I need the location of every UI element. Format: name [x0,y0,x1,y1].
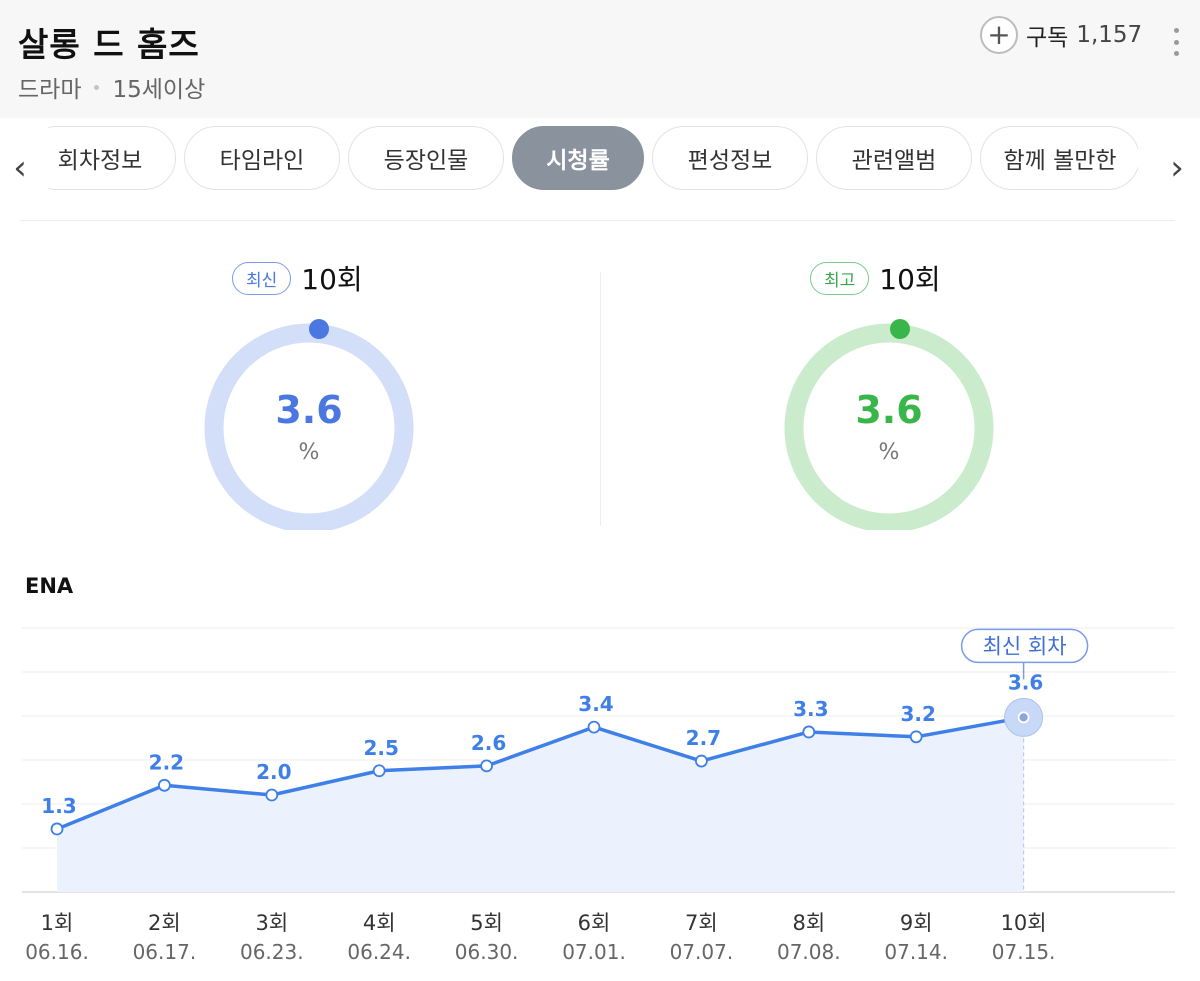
data-label: 3.2 [900,702,935,726]
x-date-label: 06.17. [133,940,197,964]
series-line [56,715,1024,831]
program-meta: 드라마 15세이상 [18,70,205,104]
subscriber-count: 1,157 [1076,22,1143,48]
latest-rating-header: 최신 10회 [232,258,363,298]
x-date-label: 06.23. [240,940,304,964]
best-ring-dot [890,319,910,339]
x-tick-label: 9회 [900,911,933,935]
x-date-label: 07.14. [884,940,948,964]
data-point [372,764,386,778]
best-ring-track [784,323,994,530]
chevron-right-icon[interactable]: › [1170,148,1184,188]
data-point [1017,711,1030,724]
x-date-label: 07.08. [777,940,841,964]
x-date-label: 07.01. [562,940,626,964]
x-date-label: 07.15. [992,940,1056,964]
latest-ring-dot [309,319,329,339]
data-label: 1.3 [41,794,76,818]
more-options-icon[interactable] [1166,24,1186,60]
x-date-label: 06.16. [25,940,89,964]
x-tick-label: 6회 [578,911,611,935]
data-label: 2.2 [149,750,184,774]
latest-episode-badge [960,628,1089,664]
data-label: 2.5 [363,736,398,760]
best-rating-header: 최고 10회 [810,258,941,298]
tab-6[interactable]: 함께 볼만한 [980,126,1138,190]
latest-ring-track [204,323,414,530]
data-point [265,788,279,802]
data-point [695,754,708,768]
data-label: 2.0 [256,760,291,784]
latest-badge: 최신 [232,261,292,295]
x-date-label: 07.07. [670,940,734,964]
subscribe-label: 구독 [1026,25,1069,51]
data-point [909,730,923,744]
tab-bar: 회차정보 타임라인 등장인물 시청률 편성정보 관련앨범 함께 볼만한 [0,118,1200,202]
data-label: 2.6 [471,731,506,755]
tab-0[interactable]: 회차정보 [48,126,176,190]
tab-4[interactable]: 편성정보 [652,126,808,190]
x-tick-label: 3회 [255,911,288,935]
best-rating-value: 3.6 [855,388,923,432]
program-title: 살롱 드 홈즈 [18,25,200,64]
tab-3[interactable]: 시청률 [512,126,644,190]
latest-rating-value: 3.6 [275,388,343,432]
data-point [802,725,816,739]
tab-list: 회차정보 타임라인 등장인물 시청률 편성정보 관련앨범 함께 볼만한 [48,126,1138,190]
data-label: 3.4 [578,692,613,716]
data-label: 2.7 [686,726,721,750]
data-point [157,778,171,792]
program-header: 살롱 드 홈즈 드라마 15세이상 + 구독 1,157 [0,0,1200,118]
more-dot [1173,39,1179,45]
more-dot [1173,28,1179,33]
x-tick-label: 7회 [685,911,718,935]
best-episode: 10회 [879,263,941,296]
x-date-label: 06.24. [347,940,411,964]
ratings-chart: 1.3 1회 06.16. 2.2 2회 06.17. 2.0 3회 06.23. 2.5 4회 06… [22,627,1175,964]
more-dot [1173,51,1179,56]
x-date-label: 06.30. [455,940,519,964]
chevron-left-icon[interactable]: ‹ [13,148,27,188]
tab-scroll-area: 회차정보 타임라인 등장인물 시청률 편성정보 관련앨범 함께 볼만한 [48,126,1138,192]
x-tick-label: 5회 [470,911,503,935]
area-fill [57,717,1024,892]
tab-1[interactable]: 타임라인 [184,126,340,190]
data-point [587,720,601,734]
latest-rating-unit: % [298,440,320,465]
subscribe-button[interactable]: + 구독 1,157 [980,16,1142,54]
best-rating-ring [784,319,994,530]
data-label: 3.3 [793,697,828,721]
data-point [50,822,64,836]
best-rating-unit: % [878,440,900,465]
section-divider [20,220,1175,221]
latest-episode-badge-label: 최신 회차 [983,634,1067,658]
best-badge: 최고 [810,261,870,295]
latest-episode: 10회 [301,263,363,296]
column-divider [600,272,601,526]
tab-5[interactable]: 관련앨범 [816,126,972,190]
plus-icon: + [980,16,1018,54]
x-tick-label: 1회 [41,911,74,935]
data-point [480,759,494,773]
latest-rating-ring [204,319,414,530]
age-rating-label: 15세이상 [112,77,206,103]
tab-2[interactable]: 등장인물 [348,126,504,190]
x-tick-label: 10회 [1001,911,1047,935]
data-label: 3.6 [1008,670,1043,694]
x-tick-label: 8회 [792,911,825,935]
genre-label: 드라마 [18,77,82,103]
meta-separator [94,84,100,90]
x-tick-label: 4회 [363,911,396,935]
channel-label: ENA [25,574,74,598]
x-tick-label: 2회 [148,911,181,935]
